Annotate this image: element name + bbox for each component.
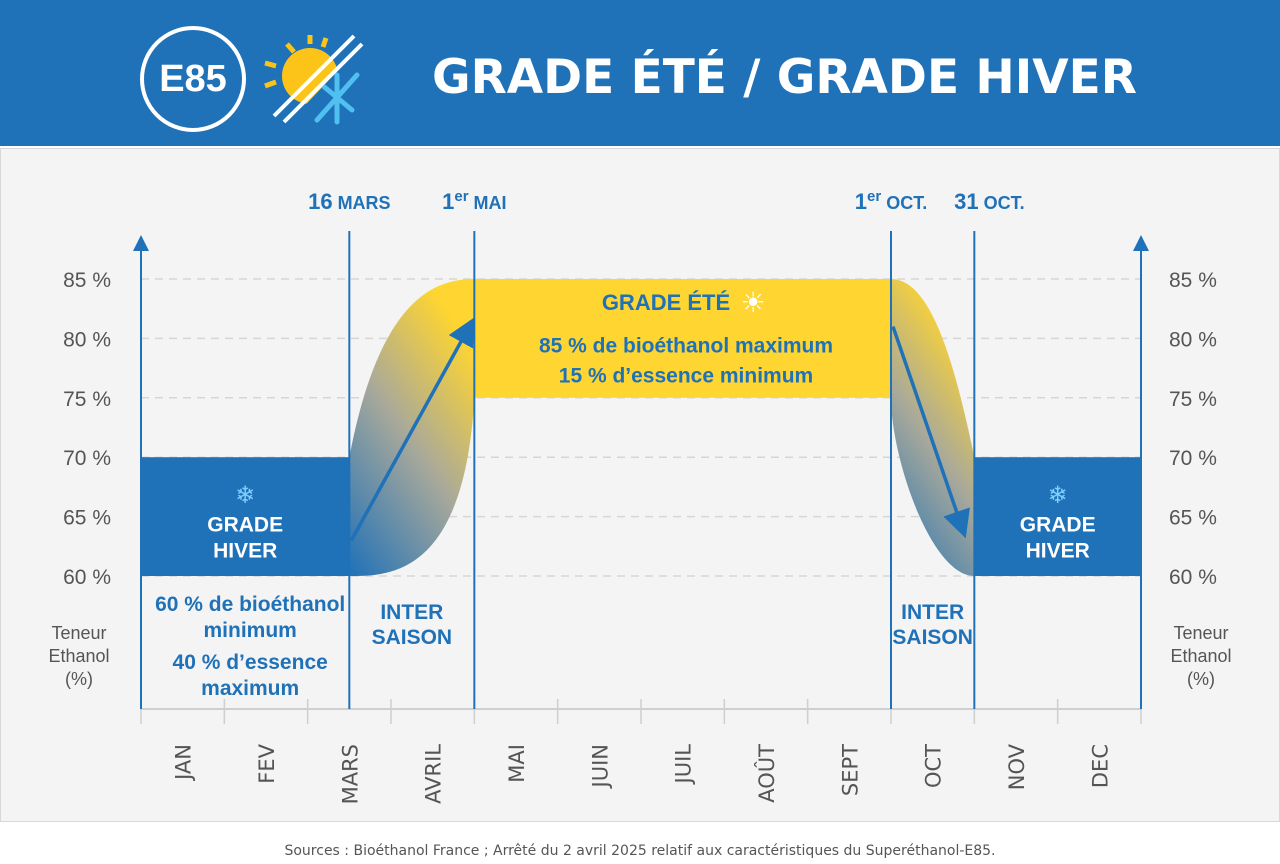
summer-grade-label: GRADE ÉTÉ — [602, 290, 730, 315]
month-label: JUIN — [588, 744, 612, 789]
winter-grade-description: 40 % d’essence — [173, 651, 328, 674]
date-marker-label: 31 OCT. — [954, 189, 1025, 214]
winter-grade-description: 60 % de bioéthanol — [155, 593, 345, 616]
y-tick-right: 65 % — [1169, 507, 1217, 530]
month-label: AVRIL — [422, 744, 446, 804]
month-label: AOÛT — [754, 744, 779, 803]
y-axis-label-right: (%) — [1187, 669, 1215, 689]
summer-grade-band — [474, 279, 891, 398]
inter-season-label: SAISON — [892, 626, 973, 649]
inter-season-label: INTER — [901, 601, 964, 624]
date-marker-label: 1er MAI — [442, 188, 506, 214]
winter-grade-band — [974, 457, 1141, 576]
month-label: NOV — [1005, 743, 1029, 790]
arrow-up — [349, 317, 475, 542]
sun-snowflake-icon — [264, 34, 372, 130]
month-label: JAN — [172, 744, 196, 782]
sun-icon: ☀ — [740, 287, 765, 318]
month-label: JUIL — [672, 744, 696, 786]
winter-grade-description: minimum — [203, 619, 296, 642]
inter-season-label: INTER — [380, 601, 443, 624]
e85-logo: E85 — [140, 26, 246, 132]
winter-grade-label: HIVER — [213, 540, 277, 563]
y-axis-label-right: Teneur — [1173, 623, 1228, 643]
chart-panel: 60 % 60 % 65 % 65 % 70 % 70 % 75 % 75 % 80 % 80 %… — [0, 148, 1280, 822]
y-axis-label-left: Ethanol — [48, 646, 109, 666]
y-tick-right: 75 % — [1169, 388, 1217, 411]
snowflake-icon: ❄ — [235, 482, 255, 509]
month-label: DEC — [1088, 744, 1112, 788]
date-marker-label: 16 MARS — [308, 189, 390, 214]
winter-grade-label: GRADE — [1020, 514, 1096, 537]
inter-season-label: SAISON — [372, 626, 453, 649]
month-label: MARS — [338, 744, 362, 804]
transition-band-autumn — [891, 279, 975, 576]
page-title: GRADE ÉTÉ / GRADE HIVER — [432, 50, 1137, 105]
snowflake-icon: ❄ — [1048, 482, 1068, 509]
summer-grade-description: 15 % d’essence minimum — [559, 364, 813, 387]
source-note: Sources : Bioéthanol France ; Arrêté du … — [284, 843, 996, 859]
y-tick-left: 70 % — [63, 447, 111, 470]
month-label: SEPT — [838, 744, 862, 796]
y-tick-right: 60 % — [1169, 566, 1217, 589]
winter-grade-band — [141, 457, 350, 576]
y-tick-right: 70 % — [1169, 447, 1217, 470]
month-label: OCT — [922, 744, 946, 788]
month-label: FEV — [255, 743, 279, 783]
month-label: MAI — [505, 744, 529, 783]
winter-grade-label: HIVER — [1026, 540, 1090, 563]
season-chart: 60 % 60 % 65 % 65 % 70 % 70 % 75 % 75 % 80 % 80 %… — [48, 188, 1231, 804]
header-banner: E85 GRADE ÉTÉ / GRADE HIVER — [0, 0, 1280, 146]
y-tick-right: 85 % — [1169, 269, 1217, 292]
y-tick-left: 65 % — [63, 507, 111, 530]
y-axis-label-left: Teneur — [51, 623, 106, 643]
y-tick-left: 85 % — [63, 269, 111, 292]
y-tick-left: 60 % — [63, 566, 111, 589]
y-tick-left: 80 % — [63, 328, 111, 351]
winter-grade-label: GRADE — [207, 514, 283, 537]
winter-grade-description: maximum — [201, 677, 299, 700]
y-tick-right: 80 % — [1169, 328, 1217, 351]
logo-text: E85 — [159, 57, 227, 100]
arrow-down — [891, 325, 970, 539]
y-axis-label-left: (%) — [65, 669, 93, 689]
date-marker-label: 1er OCT. — [855, 188, 927, 214]
y-tick-left: 75 % — [63, 388, 111, 411]
y-axis-label-right: Ethanol — [1170, 646, 1231, 666]
summer-grade-description: 85 % de bioéthanol maximum — [539, 334, 833, 357]
